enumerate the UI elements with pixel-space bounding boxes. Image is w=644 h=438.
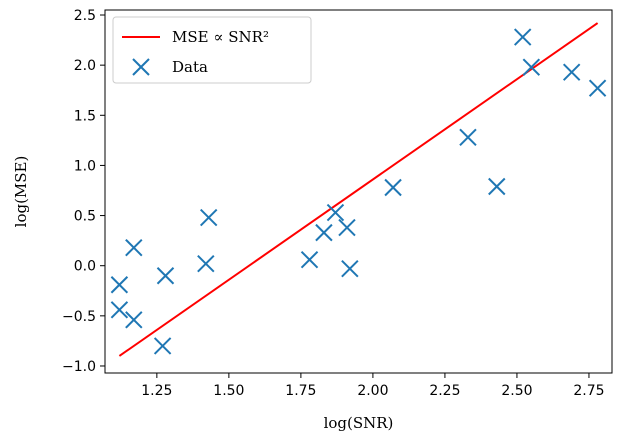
data-point xyxy=(156,267,175,285)
legend-box xyxy=(112,16,312,84)
legend-line-label: MSE ∝ SNR² xyxy=(172,28,269,46)
data-point xyxy=(197,254,215,273)
data-point xyxy=(125,311,143,329)
data-point xyxy=(338,218,356,237)
y-tick-label: 2.5 xyxy=(74,8,96,24)
data-point xyxy=(300,250,319,269)
x-tick-label: 2.75 xyxy=(573,383,604,399)
y-tick-label: −0.5 xyxy=(62,309,96,325)
y-tick-label: 2.0 xyxy=(74,58,96,74)
data-point xyxy=(384,178,402,197)
plot-area xyxy=(110,22,607,357)
legend-marker-swatch xyxy=(132,58,150,76)
data-point xyxy=(341,260,359,278)
data-point xyxy=(522,58,541,76)
data-point xyxy=(125,238,143,257)
data-point xyxy=(459,128,477,147)
x-tick-label: 1.25 xyxy=(141,383,172,399)
data-point xyxy=(326,203,345,222)
y-tick-label: 1.0 xyxy=(74,158,96,174)
data-point xyxy=(513,28,532,46)
data-point xyxy=(199,208,218,227)
data-point xyxy=(110,276,129,294)
x-tick-label: 2.00 xyxy=(357,383,388,399)
y-tick-label: 0.0 xyxy=(74,259,96,275)
x-tick-label: 2.25 xyxy=(429,383,460,399)
x-axis: 1.25 1.50 1.75 2.00 2.25 2.50 2.75 xyxy=(141,373,605,399)
fit-line xyxy=(118,22,599,357)
data-point xyxy=(488,177,506,196)
y-tick-label: 0.5 xyxy=(74,209,96,225)
y-tick-label: 1.5 xyxy=(74,108,96,124)
x-tick-label: 2.50 xyxy=(501,383,532,399)
data-point xyxy=(110,301,129,319)
plot-frame xyxy=(104,9,613,374)
legend-data-label: Data xyxy=(172,58,208,76)
x-axis-label: log(SNR) xyxy=(324,414,394,432)
legend: MSE ∝ SNR² Data xyxy=(112,16,312,84)
data-point xyxy=(315,223,333,242)
data-point xyxy=(562,63,581,81)
x-tick-label: 1.75 xyxy=(285,383,316,399)
y-tick-label: −1.0 xyxy=(62,359,96,375)
data-point xyxy=(588,79,607,97)
x-tick-label: 1.50 xyxy=(213,383,244,399)
y-axis: −1.0 −0.5 0.0 0.5 1.0 1.5 2.0 2.5 xyxy=(62,8,105,375)
y-axis-label: log(MSE) xyxy=(12,156,30,228)
data-point xyxy=(153,337,172,355)
